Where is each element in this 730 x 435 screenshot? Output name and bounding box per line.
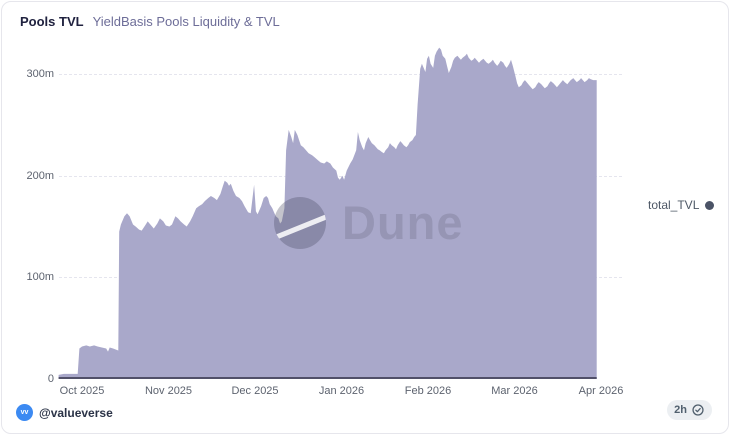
tvl-area-path — [58, 47, 597, 379]
x-axis-tick-label: Dec 2025 — [231, 385, 279, 397]
x-axis-tick-label: Feb 2026 — [404, 385, 452, 397]
legend-item-total-tvl[interactable]: total_TVL — [648, 198, 715, 212]
x-axis-tick-label: Oct 2025 — [59, 385, 105, 397]
legend-marker-dot — [705, 200, 715, 210]
gridline-300m — [59, 74, 622, 75]
x-axis-tick-label: Nov 2025 — [144, 385, 193, 397]
y-axis-tick-label: 200m — [26, 169, 54, 182]
gridline-200m — [59, 175, 622, 177]
last-updated-text: 2h — [674, 404, 687, 416]
author-avatar[interactable]: vv — [16, 404, 33, 421]
y-axis-tick-label: 100m — [26, 271, 54, 284]
chart-header: Pools TVL YieldBasis Pools Liquidity & T… — [20, 14, 280, 29]
chart-subtitle: YieldBasis Pools Liquidity & TVL — [92, 14, 280, 29]
chart-title: Pools TVL — [20, 14, 84, 29]
legend-label: total_TVL — [648, 198, 700, 212]
x-axis-tick-label: Jan 2026 — [318, 385, 365, 397]
avatar-initials: vv — [20, 409, 29, 416]
y-axis-tick-label: 300m — [26, 68, 54, 80]
x-axis-tick-label: Mar 2026 — [491, 385, 538, 397]
verified-check-icon — [692, 404, 704, 416]
author-handle-link[interactable]: @valueverse — [39, 406, 113, 420]
last-updated-badge[interactable]: 2h — [667, 400, 712, 420]
x-axis-tick-label: Apr 2026 — [578, 385, 624, 397]
tvl-area-chart[interactable] — [58, 42, 622, 379]
y-axis-tick-label: 0 — [47, 373, 54, 385]
